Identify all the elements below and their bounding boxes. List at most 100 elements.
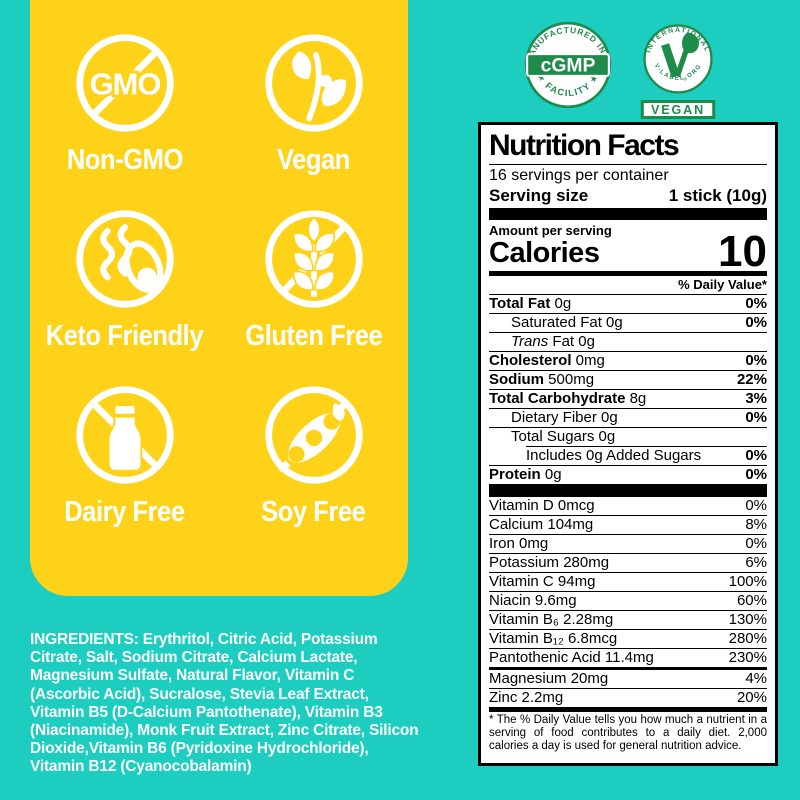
- claim-label: Keto Friendly: [45, 320, 204, 352]
- daily-value-footnote: * The % Daily Value tells you how much a…: [489, 714, 767, 752]
- nutrient-daily-value: 22%: [736, 371, 767, 388]
- nutrition-row: Sodium 500mg 22%: [489, 370, 767, 389]
- nutrient-name: Vitamin B₆ 2.28mg: [489, 611, 614, 628]
- ingredients-label: INGREDIENTS:: [30, 631, 139, 648]
- nutrient-name: Niacin 9.6mg: [489, 592, 577, 609]
- nutrient-daily-value: 0%: [745, 314, 767, 331]
- nutrient-name: Includes 0g Added Sugars: [526, 447, 702, 464]
- svg-text:®: ®: [683, 76, 687, 83]
- claim-label: Dairy Free: [64, 496, 185, 528]
- nutrition-row: Total Carbohydrate 8g 3%: [489, 389, 767, 408]
- cgmp-badge: MANUFACTURED IN A ★ FACILITY ★ cGMP: [524, 21, 612, 109]
- vegan-badge: INTERNATIONAL V-LABEL.ORG ® VEGAN: [640, 24, 716, 119]
- nutrition-row: Calcium 104mg 8%: [489, 515, 767, 534]
- nutrition-row: Vitamin B₁₂ 6.8mcg 280%: [489, 629, 767, 648]
- claim-label: Soy Free: [261, 496, 366, 528]
- nutrition-row: Vitamin C 94mg 100%: [489, 572, 767, 591]
- claim-soy-free: Soy Free: [224, 382, 404, 528]
- keto-icon: [75, 210, 174, 308]
- claim-keto: Keto Friendly: [35, 206, 215, 352]
- claim-dairy-free: Dairy Free: [35, 382, 215, 528]
- nutrition-facts-panel: Nutrition Facts 16 servings per containe…: [478, 122, 778, 766]
- nutrition-row: Vitamin D 0mcg 0%: [489, 496, 767, 515]
- daily-value-header: % Daily Value*: [678, 277, 767, 292]
- nutrient-daily-value: 100%: [728, 573, 767, 590]
- nutrient-name: Total Sugars 0g: [511, 428, 616, 445]
- nutrient-daily-value: 0%: [745, 352, 767, 369]
- nutrient-daily-value: 60%: [736, 592, 767, 609]
- nutrient-name: Potassium 280mg: [489, 554, 610, 571]
- nutrition-row: Trans Fat 0g: [489, 332, 767, 351]
- claim-label: Non-GMO: [66, 144, 183, 176]
- calories-block: Amount per serving Calories 10: [489, 220, 767, 276]
- non-gmo-icon: GMO: [75, 34, 174, 132]
- nutrient-daily-value: 20%: [736, 689, 767, 706]
- nutrient-name: Pantothenic Acid 11.4mg: [489, 649, 654, 666]
- serving-size-label: Serving size: [489, 186, 589, 205]
- v-leaf-glyph: [661, 43, 680, 78]
- amount-per-serving-label: Amount per serving: [489, 223, 612, 238]
- serving-size-row: Serving size 1 stick (10g): [489, 185, 767, 208]
- nutrient-name: Total Carbohydrate 8g: [489, 390, 647, 407]
- nutrition-row: Vitamin B₆ 2.28mg 130%: [489, 610, 767, 629]
- nutrition-row: Zinc 2.2mg 20%: [489, 688, 767, 707]
- nutrient-daily-value: 8%: [745, 516, 767, 533]
- divider-bar-thick: [489, 208, 767, 220]
- svg-text:GMO: GMO: [89, 67, 160, 102]
- divider-bar-thick: [489, 484, 767, 496]
- nutrition-row: Potassium 280mg 6%: [489, 553, 767, 572]
- gluten-free-icon: [264, 210, 363, 308]
- claim-vegan: Vegan: [224, 30, 404, 176]
- nutrition-row: Protein 0g 0%: [489, 465, 767, 484]
- vegan-box-text: VEGAN: [651, 103, 705, 117]
- claim-label: Gluten Free: [245, 320, 382, 352]
- nutrient-name: Total Fat 0g: [489, 295, 572, 312]
- nutrient-daily-value: 0%: [745, 447, 767, 464]
- nutrient-name: Calcium 104mg: [489, 516, 594, 533]
- nutrient-name: Sodium 500mg: [489, 371, 595, 388]
- nutrient-daily-value: 0%: [745, 409, 767, 426]
- nutrient-daily-value: 0%: [745, 497, 767, 514]
- nutrient-daily-value: 0%: [745, 295, 767, 312]
- nutrition-row: Pantothenic Acid 11.4mg 230%: [489, 648, 767, 667]
- nutrient-name: Cholesterol 0mg: [489, 352, 605, 369]
- nutrition-row: Cholesterol 0mg 0%: [489, 351, 767, 370]
- ingredients-text: INGREDIENTS: Erythritol, Citric Acid, Po…: [30, 631, 422, 777]
- servings-per-container: 16 servings per container: [489, 167, 669, 184]
- nutrient-rows: Total Fat 0g 0% Saturated Fat 0g 0% Trans Fa…: [489, 294, 767, 484]
- nutrition-row: Total Sugars 0g: [489, 427, 767, 446]
- nutrient-daily-value: 130%: [728, 611, 767, 628]
- nutrient-daily-value: 230%: [728, 649, 767, 666]
- nutrient-name: Dietary Fiber 0g: [511, 409, 618, 426]
- divider-bar-medium: [489, 707, 767, 712]
- nutrient-name: Vitamin D 0mcg: [489, 497, 595, 514]
- nutrient-daily-value: 3%: [745, 390, 767, 407]
- claim-gluten-free: Gluten Free: [224, 206, 404, 352]
- claim-non-gmo: GMO Non-GMO: [35, 30, 215, 176]
- nutrition-row: Includes 0g Added Sugars 0%: [526, 446, 767, 465]
- claim-label: Vegan: [277, 144, 350, 176]
- nutrition-row: Saturated Fat 0g 0%: [489, 313, 767, 332]
- nutrient-name: Vitamin B₁₂ 6.8mcg: [489, 630, 618, 647]
- nutrient-name: Protein 0g: [489, 466, 562, 483]
- nutrition-row: Niacin 9.6mg 60%: [489, 591, 767, 610]
- nutrient-daily-value: 280%: [728, 630, 767, 647]
- cgmp-text: cGMP: [541, 55, 596, 77]
- nutrition-row: Iron 0mg 0%: [489, 534, 767, 553]
- nutrition-row: Dietary Fiber 0g 0%: [489, 408, 767, 427]
- serving-size-value: 1 stick (10g): [668, 186, 767, 205]
- nutrition-title: Nutrition Facts: [489, 130, 767, 165]
- soy-free-icon: [264, 386, 363, 484]
- claims-panel: GMO Non-GMO Vegan Keto Friendly: [30, 0, 408, 596]
- calories-value: 10: [718, 227, 767, 276]
- dairy-free-icon: [75, 386, 174, 484]
- nutrient-name: Zinc 2.2mg: [489, 689, 564, 706]
- nutrient-name: Magnesium 20mg: [489, 670, 609, 687]
- nutrient-name: Iron 0mg: [489, 535, 549, 552]
- nutrition-row: Total Fat 0g 0%: [489, 294, 767, 313]
- nutrient-name: Saturated Fat 0g: [511, 314, 623, 331]
- nutrient-name: Trans Fat 0g: [511, 333, 595, 350]
- nutrition-row: Magnesium 20mg 4%: [489, 667, 767, 688]
- nutrient-name: Vitamin C 94mg: [489, 573, 596, 590]
- vitamin-rows: Vitamin D 0mcg 0% Calcium 104mg 8% Iron 0mg 0…: [489, 496, 767, 707]
